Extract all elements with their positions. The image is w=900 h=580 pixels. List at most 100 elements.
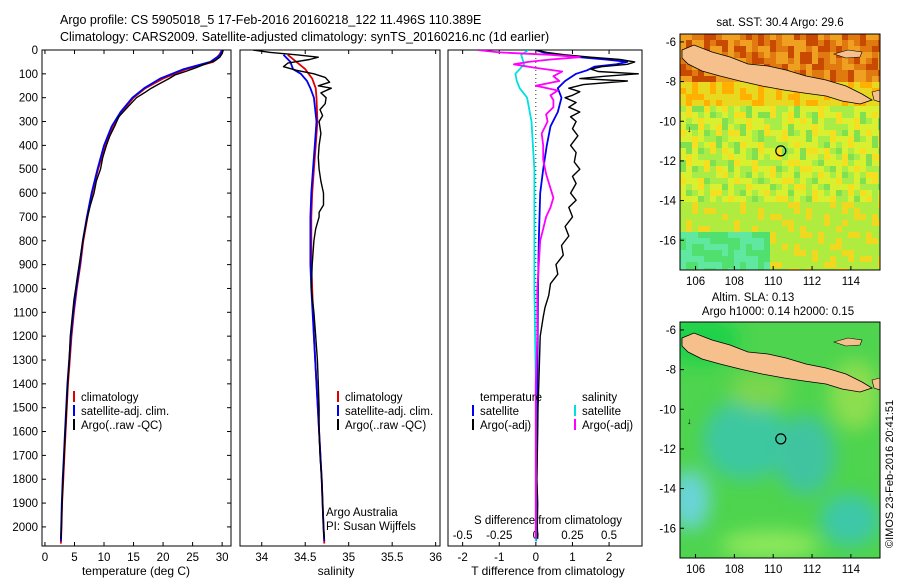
lat-tick-label: -16 (659, 523, 676, 535)
x-tick-label: 35 (342, 552, 355, 564)
legend-label-climatology: climatology (345, 392, 403, 404)
lat-tick-label: -6 (666, 325, 676, 337)
salinity-xlabel: salinity (318, 564, 355, 578)
depth-tick-label: 800 (19, 236, 38, 248)
x-tick-label: 15 (127, 552, 140, 564)
sst-map: sat. SST: 30.4 Argo: 29.6 ↓ 106 108 110 112… (659, 17, 881, 288)
s-difference-tick-label: 0.25 (561, 530, 583, 542)
legend-label-satellite: satellite-adj. clim. (345, 406, 433, 418)
bali-island (871, 377, 880, 391)
x-tick-label: 34 (255, 552, 268, 564)
x-tick-label: 10 (98, 552, 111, 564)
s-difference-tick-label: -0.25 (486, 530, 512, 542)
depth-tick-label: 1900 (12, 498, 38, 510)
salinity-axis: 34 34.5 35 35.5 36 (255, 50, 442, 564)
temperature-axis: 0 5 10 15 20 25 30 (42, 50, 229, 564)
depth-tick-label: 200 (19, 93, 38, 105)
x-tick-label: -1 (494, 552, 504, 564)
x-tick-label: 35.5 (381, 552, 403, 564)
lon-tick-label: 110 (764, 276, 782, 288)
x-tick-label: 5 (71, 552, 77, 564)
salinity-legend: climatology satellite-adj. clim. Argo(..… (337, 391, 433, 432)
salinity-plot-frame (239, 49, 441, 547)
depth-tick-label: 400 (19, 140, 38, 152)
depth-tick-label: 1800 (12, 474, 38, 486)
sla-map: Altim. SLA: 0.13 Argo h1000: 0.14 h2000:… (659, 292, 881, 576)
depth-tick-label: 700 (19, 212, 38, 224)
lon-tick-label: 108 (725, 564, 744, 576)
depth-tick-label: 500 (19, 164, 38, 176)
sla-map-title: Altim. SLA: 0.13 (712, 292, 794, 304)
depth-tick-label: 1500 (12, 403, 38, 415)
legend-label-argo: Argo(..raw -QC) (345, 420, 426, 432)
lon-tick-label: 110 (764, 564, 782, 576)
temperature-legend: climatology satellite-adj. clim. Argo(..… (73, 391, 169, 432)
depth-tick-label: 1600 (12, 427, 38, 439)
legend-label-t-argo: Argo(-adj) (480, 420, 531, 432)
lat-tick-label: -16 (659, 235, 676, 247)
series-line-argo-adj-temperature (535, 50, 639, 539)
sla-map-subtitle: Argo h1000: 0.14 h2000: 0.15 (702, 306, 854, 318)
header-line2: Climatology: CARS2009. Satellite-adjuste… (60, 30, 549, 44)
sst-map-axes: 106 108 110 112 114 -6 -8 -10 -12 -14 -16 (659, 37, 860, 288)
arrow-marker: ↓ (687, 416, 692, 426)
depth-tick-label: 0 (32, 45, 38, 57)
series-line-satellite-temperature (535, 50, 629, 542)
lat-tick-label: -12 (659, 444, 676, 456)
legend-group-temperature: temperature (480, 392, 542, 404)
legend-group-salinity: salinity (582, 392, 617, 404)
lat-tick-label: -10 (659, 116, 676, 128)
lon-tick-label: 114 (842, 276, 861, 288)
depth-tick-label: 1000 (12, 283, 38, 295)
depth-tick-label: 300 (19, 117, 38, 129)
lat-tick-label: -14 (659, 196, 676, 208)
x-tick-label: 36 (429, 552, 442, 564)
series-line-satellite-adj-clim (282, 54, 326, 542)
temperature-xlabel: temperature (deg C) (82, 564, 190, 578)
depth-tick-label: 1100 (13, 307, 38, 319)
depth-tick-label: 1700 (12, 450, 38, 462)
s-difference-label: S difference from climatology (474, 515, 622, 527)
difference-axis: -2 -1 0 1 2-0.5 -0.25 0 0.25 0.5 (453, 50, 617, 564)
depth-tick-label: 600 (19, 188, 38, 200)
series-line-argo-raw-qc (60, 50, 224, 539)
annotation-argo-australia: Argo Australia (326, 507, 398, 519)
x-tick-label: 0 (533, 552, 539, 564)
sla-map-axes: 106 108 110 112 114 -6 -8 -10 -12 -14 -16 (659, 325, 860, 576)
depth-tick-label: 900 (19, 260, 38, 272)
x-tick-label: 34.5 (294, 552, 316, 564)
sla-map-frame (679, 321, 881, 559)
legend-label-satellite: satellite-adj. clim. (81, 406, 169, 418)
x-tick-label: -2 (458, 552, 468, 564)
series-line-argo-raw-qc (252, 50, 332, 539)
lon-tick-label: 108 (725, 276, 744, 288)
lon-tick-label: 114 (842, 564, 861, 576)
depth-tick-label: 1300 (12, 355, 38, 367)
lon-tick-label: 112 (803, 276, 821, 288)
depth-tick-label: 100 (19, 69, 38, 81)
salinity-panel: 34 34.5 35 35.5 36 salinity climatology sate… (239, 49, 442, 578)
lat-tick-label: -12 (659, 156, 676, 168)
lon-tick-label: 112 (803, 564, 821, 576)
sst-map-title: sat. SST: 30.4 Argo: 29.6 (716, 17, 843, 29)
legend-label-argo: Argo(..raw -QC) (81, 420, 162, 432)
s-difference-tick-label: -0.5 (453, 530, 473, 542)
madura-island (832, 49, 863, 59)
lat-tick-label: -14 (659, 484, 676, 496)
lon-tick-label: 106 (686, 564, 705, 576)
series-line-argo-adj-salinity (477, 50, 581, 539)
temperature-plot-frame (41, 49, 232, 547)
imos-credit: ©IMOS 23-Feb-2016 20:41:51 (884, 400, 896, 548)
lon-tick-label: 106 (686, 276, 705, 288)
s-difference-tick-label: 0.5 (601, 530, 617, 542)
x-tick-label: 1 (569, 552, 575, 564)
x-tick-label: 30 (216, 552, 229, 564)
arrow-marker: ↓ (687, 124, 692, 134)
lat-tick-label: -8 (666, 365, 676, 377)
t-difference-label: T difference from climatology (471, 564, 625, 578)
lat-tick-label: -8 (666, 77, 676, 89)
sst-heatmap-cells (680, 34, 880, 270)
bali-island (871, 89, 880, 103)
header-line1: Argo profile: CS 5905018_5 17-Feb-2016 2… (60, 13, 481, 27)
depth-tick-label: 2000 (12, 522, 38, 534)
